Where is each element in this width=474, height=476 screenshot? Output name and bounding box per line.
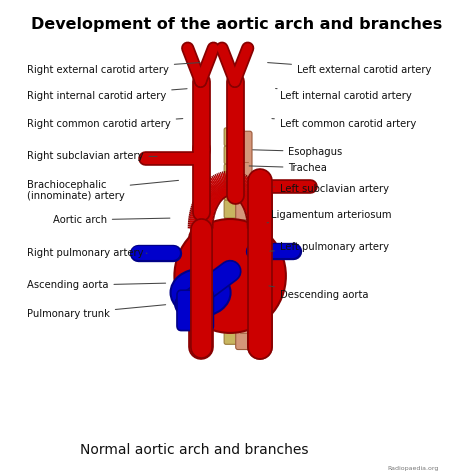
Text: Left internal carotid artery: Left internal carotid artery — [275, 89, 411, 100]
FancyBboxPatch shape — [236, 131, 252, 349]
FancyBboxPatch shape — [224, 200, 244, 218]
Text: Left external carotid artery: Left external carotid artery — [268, 62, 431, 75]
FancyBboxPatch shape — [224, 308, 244, 326]
Text: Right subclavian artery: Right subclavian artery — [27, 151, 157, 161]
Text: Development of the aortic arch and branches: Development of the aortic arch and branc… — [31, 17, 443, 32]
FancyBboxPatch shape — [224, 182, 244, 200]
Text: Right external carotid artery: Right external carotid artery — [27, 62, 200, 75]
Text: Left common carotid artery: Left common carotid artery — [272, 119, 416, 129]
FancyBboxPatch shape — [224, 326, 244, 344]
Text: Right internal carotid artery: Right internal carotid artery — [27, 89, 187, 100]
Text: Pulmonary trunk: Pulmonary trunk — [27, 305, 165, 319]
Text: Esophagus: Esophagus — [253, 147, 343, 157]
Text: Normal aortic arch and branches: Normal aortic arch and branches — [80, 443, 309, 457]
FancyBboxPatch shape — [177, 290, 213, 330]
Text: Right common carotid artery: Right common carotid artery — [27, 119, 183, 129]
FancyBboxPatch shape — [224, 254, 244, 272]
Text: Ascending aorta: Ascending aorta — [27, 280, 165, 290]
Text: Trachea: Trachea — [249, 163, 328, 173]
Text: Aortic arch: Aortic arch — [53, 215, 170, 225]
Text: Left pulmonary artery: Left pulmonary artery — [270, 242, 389, 252]
FancyBboxPatch shape — [224, 146, 244, 164]
Text: Descending aorta: Descending aorta — [269, 286, 368, 300]
FancyBboxPatch shape — [224, 218, 244, 236]
FancyBboxPatch shape — [224, 272, 244, 290]
Text: Radiopaedia.org: Radiopaedia.org — [387, 466, 438, 471]
FancyBboxPatch shape — [224, 164, 244, 182]
FancyBboxPatch shape — [224, 290, 244, 308]
Text: Left subclavian artery: Left subclavian artery — [274, 184, 389, 194]
Ellipse shape — [171, 269, 230, 317]
FancyBboxPatch shape — [224, 128, 244, 146]
FancyBboxPatch shape — [224, 236, 244, 254]
Text: Brachiocephalic
(innominate) artery: Brachiocephalic (innominate) artery — [27, 180, 179, 201]
Text: Right pulmonary artery: Right pulmonary artery — [27, 248, 147, 258]
Ellipse shape — [174, 219, 286, 333]
Text: Ligamentum arteriosum: Ligamentum arteriosum — [267, 210, 392, 223]
